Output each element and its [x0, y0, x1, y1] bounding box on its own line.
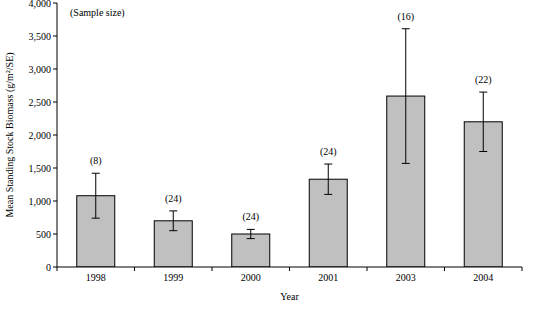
sample-size-label: (24)	[242, 211, 259, 223]
error-bar	[169, 211, 177, 231]
bars	[77, 29, 503, 267]
error-bar	[479, 92, 487, 151]
error-cap	[479, 92, 487, 93]
y-tick	[53, 168, 57, 169]
error-cap	[324, 194, 332, 195]
y-tick	[53, 69, 57, 70]
error-bar	[92, 173, 100, 218]
error-cap	[324, 164, 332, 165]
error-cap	[247, 238, 255, 239]
error-cap	[169, 210, 177, 211]
error-stem	[483, 92, 484, 151]
y-tick-label: 500	[36, 229, 51, 240]
error-bar	[247, 229, 255, 238]
y-tick-label: 1,500	[29, 163, 52, 174]
x-tick	[444, 267, 445, 271]
annotation: (Sample size)	[70, 7, 125, 19]
error-cap	[169, 230, 177, 231]
y-axis-label: Mean Standing Stock Biomass (g/m²/SE)	[4, 52, 16, 217]
sample-size-label: (24)	[320, 146, 337, 158]
error-cap	[479, 151, 487, 152]
x-tick-label: 2003	[396, 272, 416, 283]
x-tick	[212, 267, 213, 271]
sample-size-label: (16)	[397, 11, 414, 23]
y-tick	[53, 3, 57, 4]
y-tick	[53, 36, 57, 37]
y-tick-label: 4,000	[29, 0, 52, 9]
y-tick-label: 1,000	[29, 196, 52, 207]
sample-size-label: (22)	[475, 74, 492, 86]
sample-size-label: (8)	[90, 155, 102, 167]
error-stem	[405, 29, 406, 164]
error-bar	[324, 164, 332, 194]
sample-size-label: (24)	[165, 193, 182, 205]
error-cap	[92, 218, 100, 219]
x-tick-label: 2000	[241, 272, 261, 283]
y-tick-label: 3,500	[29, 31, 52, 42]
error-cap	[92, 173, 100, 174]
error-stem	[328, 164, 329, 194]
error-bar	[402, 29, 410, 164]
x-tick-label: 1999	[163, 272, 183, 283]
error-cap	[247, 229, 255, 230]
error-cap	[402, 28, 410, 29]
y-tick	[53, 234, 57, 235]
y-tick	[53, 201, 57, 202]
x-tick	[367, 267, 368, 271]
y-tick-label: 2,500	[29, 97, 52, 108]
x-tick-label: 2001	[318, 272, 338, 283]
y-tick	[53, 267, 57, 268]
x-tick	[522, 267, 523, 271]
chart-container: 0 500 1,000 1,500 2,000 2,500 3,000 3,500 4,000 (…	[0, 0, 535, 310]
error-stem	[95, 173, 96, 218]
x-tick	[134, 267, 135, 271]
error-stem	[250, 229, 251, 238]
x-axis-label: Year	[280, 291, 299, 302]
x-tick-label: 2004	[473, 272, 493, 283]
y-tick-label: 2,000	[29, 130, 52, 141]
x-tick	[57, 267, 58, 271]
y-tick	[53, 102, 57, 103]
error-stem	[173, 211, 174, 231]
bar	[232, 234, 270, 267]
x-tick-label: 1998	[86, 272, 106, 283]
y-axis	[57, 3, 58, 267]
y-tick-label: 0	[46, 262, 51, 273]
y-tick-label: 3,000	[29, 64, 52, 75]
chart-svg: 0 500 1,000 1,500 2,000 2,500 3,000 3,500 4,000 (…	[0, 0, 535, 310]
y-tick	[53, 135, 57, 136]
error-cap	[402, 163, 410, 164]
x-tick	[289, 267, 290, 271]
